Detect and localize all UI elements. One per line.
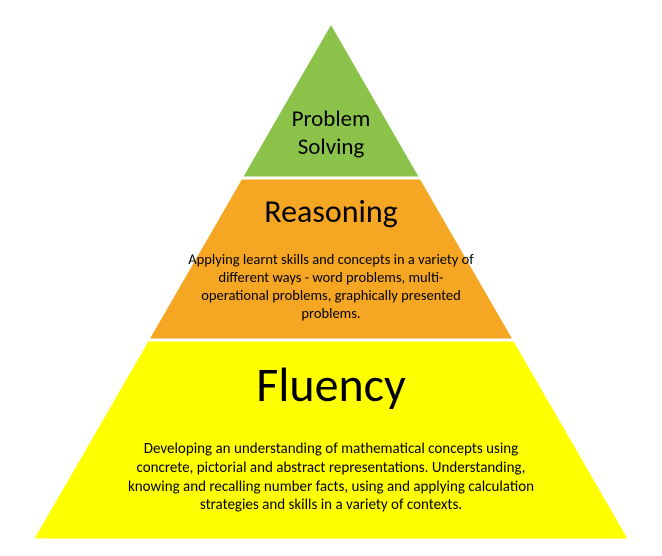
tier-title-top: Problem Solving bbox=[251, 106, 411, 161]
tier-description-bottom: Developing an understanding of mathemati… bbox=[126, 440, 536, 515]
tier-description-middle: Applying learnt skills and concepts in a… bbox=[186, 250, 476, 323]
pyramid-diagram: Problem Solving Reasoning Applying learnt … bbox=[0, 0, 662, 556]
tier-title-middle: Reasoning bbox=[181, 193, 481, 231]
tier-title-bottom: Fluency bbox=[131, 356, 531, 414]
